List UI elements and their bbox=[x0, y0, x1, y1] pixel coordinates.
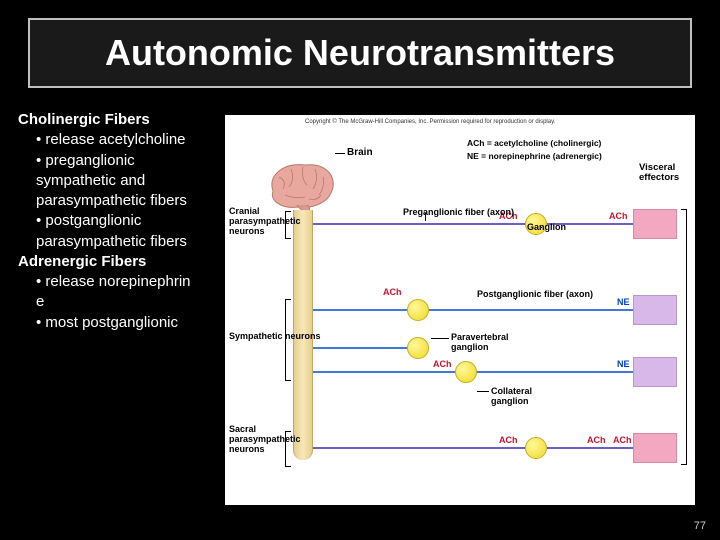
fiber-pregang-4 bbox=[313, 447, 530, 449]
effector-2 bbox=[633, 295, 677, 325]
label-sacral: Sacralparasympatheticneurons bbox=[229, 425, 301, 455]
label-pregang: Preganglionic fiber (axon) bbox=[403, 207, 514, 217]
ach-3: ACh bbox=[433, 359, 452, 369]
cholinergic-heading: Cholinergic Fibers bbox=[18, 110, 203, 130]
label-ganglion: Ganglion bbox=[527, 222, 566, 232]
leader-postgang bbox=[515, 299, 516, 300]
ganglion-4 bbox=[525, 437, 547, 459]
leader-collat bbox=[477, 391, 489, 392]
bullet-1: • release acetylcholine bbox=[36, 130, 203, 150]
ach-4a: ACh bbox=[499, 435, 518, 445]
ach-1b: ACh bbox=[609, 211, 628, 221]
fiber-pregang-1 bbox=[313, 223, 530, 225]
brain-icon bbox=[265, 161, 339, 213]
bullet-block-2: • release norepinephrin e • most postgan… bbox=[18, 272, 203, 333]
fiber-pregang-2 bbox=[313, 309, 411, 311]
leader-brain bbox=[335, 153, 345, 154]
adrenergic-heading: Adrenergic Fibers bbox=[18, 252, 203, 272]
ach-4b: ACh bbox=[587, 435, 606, 445]
ganglion-3 bbox=[455, 361, 477, 383]
ganglion-2 bbox=[407, 299, 429, 321]
ne-2: NE bbox=[617, 297, 630, 307]
label-sympathetic: Sympathetic neurons bbox=[229, 331, 321, 341]
label-postgang: Postganglionic fiber (axon) bbox=[477, 289, 593, 299]
fiber-postgang-2 bbox=[429, 309, 633, 311]
label-collat: Collateralganglion bbox=[491, 387, 532, 407]
fiber-postgang-3 bbox=[477, 371, 633, 373]
copyright-text: Copyright © The McGraw-Hill Companies, I… bbox=[305, 119, 555, 125]
title-text: Autonomic Neurotransmitters bbox=[105, 32, 615, 74]
leader-paravert bbox=[431, 338, 449, 339]
bullet-block-1: • release acetylcholine • preganglionic … bbox=[18, 130, 203, 252]
bullet-3: • postganglionic parasympathetic fibers bbox=[36, 211, 203, 252]
ach-2: ACh bbox=[383, 287, 402, 297]
left-text-panel: Cholinergic Fibers • release acetylcholi… bbox=[18, 110, 203, 333]
effector-4 bbox=[633, 433, 677, 463]
fiber-pregang-3a bbox=[313, 347, 411, 349]
fiber-pregang-3b bbox=[313, 371, 459, 373]
bullet-4: • release norepinephrin e bbox=[36, 272, 203, 313]
ganglion-paravert-3 bbox=[407, 337, 429, 359]
effector-3 bbox=[633, 357, 677, 387]
label-brain: Brain bbox=[347, 147, 373, 158]
legend-ne: NE = norepinephrine (adrenergic) bbox=[467, 150, 602, 163]
title-bar: Autonomic Neurotransmitters bbox=[28, 18, 692, 88]
bracket-visceral bbox=[681, 209, 687, 465]
page-number: 77 bbox=[694, 520, 706, 532]
effector-1 bbox=[633, 209, 677, 239]
label-visceral: Visceraleffectors bbox=[639, 163, 679, 184]
ach-4c: ACh bbox=[613, 435, 632, 445]
ne-3: NE bbox=[617, 359, 630, 369]
bullet-5: • most postganglionic bbox=[36, 313, 203, 333]
anatomy-diagram: Copyright © The McGraw-Hill Companies, I… bbox=[225, 115, 695, 505]
bullet-2: • preganglionic sympathetic and parasymp… bbox=[36, 151, 203, 212]
legend-ach: ACh = acetylcholine (cholinergic) bbox=[467, 137, 602, 150]
legend: ACh = acetylcholine (cholinergic) NE = n… bbox=[467, 137, 602, 163]
fiber-postgang-4 bbox=[547, 447, 633, 449]
label-cranial: Cranialparasympatheticneurons bbox=[229, 207, 301, 237]
label-paravert: Paravertebralganglion bbox=[451, 333, 509, 353]
